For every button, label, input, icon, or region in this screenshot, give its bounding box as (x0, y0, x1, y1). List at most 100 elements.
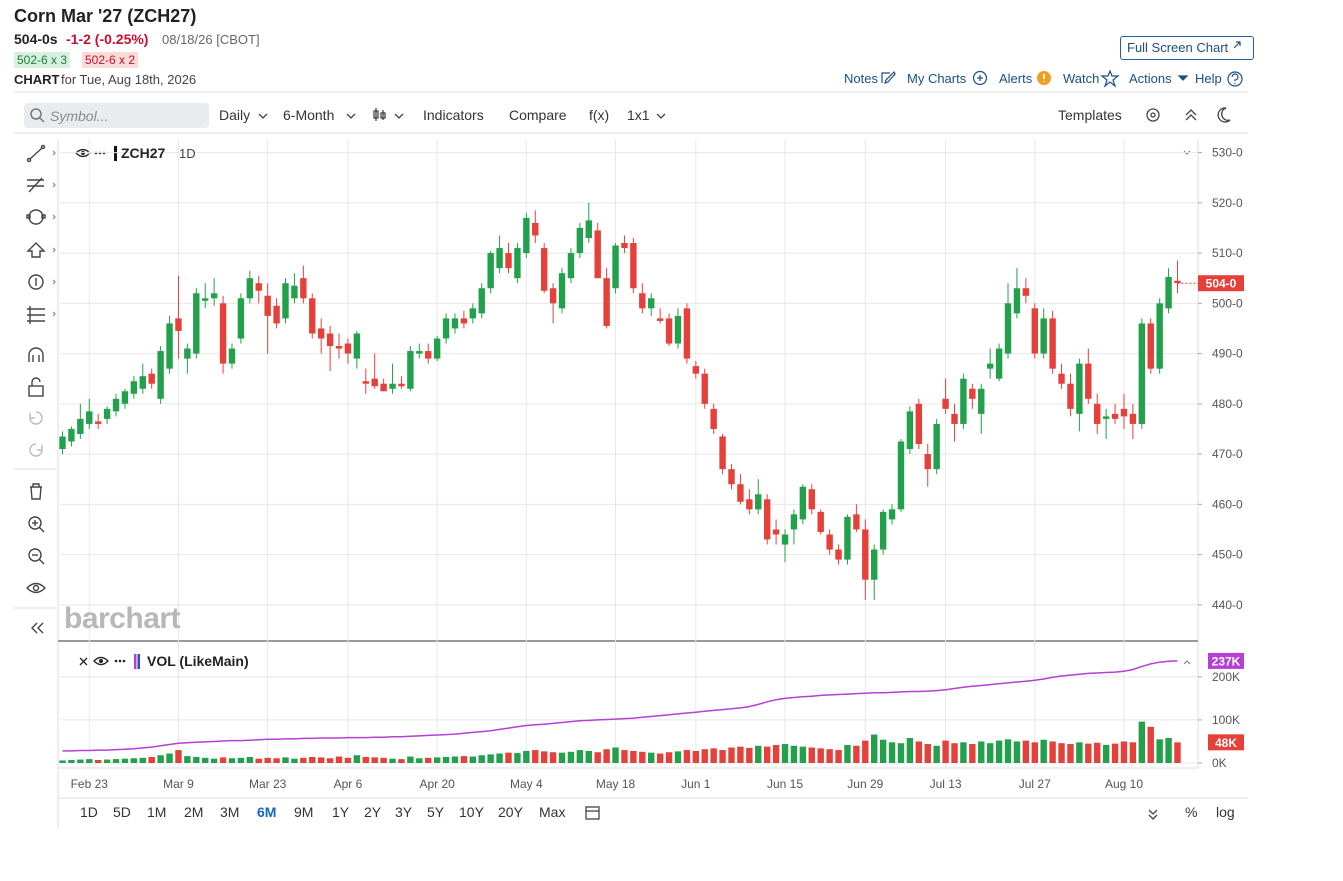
zoom-out[interactable] (28, 548, 45, 565)
volume-bar (978, 741, 985, 763)
candle-body (478, 288, 485, 314)
range-button[interactable]: 9M (294, 804, 314, 820)
volume-bar (630, 750, 637, 763)
range-button[interactable]: 10Y (459, 804, 484, 820)
range-button[interactable]: 5Y (427, 804, 445, 820)
candle-body (558, 273, 566, 309)
candle-body (86, 411, 93, 424)
volume-bar (737, 746, 744, 763)
volume-bar (986, 743, 994, 763)
scale-option[interactable]: log (1216, 804, 1235, 820)
expand-icon[interactable] (1148, 809, 1158, 820)
nav-link[interactable]: Watch (1063, 71, 1100, 86)
nav-link[interactable]: Actions (1129, 71, 1172, 86)
zoom-in[interactable] (28, 516, 45, 533)
volume-bar (549, 752, 557, 763)
range-button[interactable]: Max (539, 804, 566, 820)
search-box[interactable] (24, 103, 209, 128)
range-button[interactable]: 3M (220, 804, 240, 820)
candle-body (184, 348, 191, 359)
trend-tool[interactable] (26, 144, 46, 163)
range-button[interactable]: 2M (184, 804, 204, 820)
volume-legend-icons (79, 654, 1191, 669)
candle-body (264, 295, 271, 316)
volume-bar (603, 749, 610, 763)
volume-bar (228, 758, 236, 763)
mycharts-icon (972, 70, 988, 86)
toolbar-item[interactable]: Compare (509, 107, 567, 123)
range-button[interactable]: 6M (257, 804, 277, 820)
candle-body (871, 549, 878, 580)
candle-body (1174, 280, 1181, 284)
settings-icon[interactable] (1146, 108, 1160, 122)
fib-tool[interactable] (27, 177, 44, 193)
symbol-input[interactable]: Symbol... (50, 108, 109, 124)
undo[interactable] (29, 411, 43, 425)
toolbar-item[interactable]: Daily (219, 107, 251, 123)
scale-option[interactable]: % (1185, 804, 1198, 820)
count-tool[interactable] (28, 274, 44, 290)
redo[interactable] (29, 443, 43, 457)
magnet-tool[interactable] (28, 347, 44, 362)
collapse-icon[interactable] (1183, 660, 1191, 665)
volume-bar (808, 747, 815, 763)
fullscreen-icon (1233, 41, 1241, 49)
full-screen-button[interactable]: Full Screen Chart (1120, 36, 1254, 60)
shape-tool[interactable] (26, 209, 46, 225)
nav-link[interactable]: Alerts (999, 71, 1033, 86)
volume-bar (219, 757, 227, 763)
candle-body (380, 383, 387, 392)
visibility[interactable] (26, 582, 46, 594)
eye-icon[interactable] (93, 656, 109, 666)
lock-tool[interactable] (28, 377, 44, 397)
candle-body (505, 253, 512, 269)
toolbar-item[interactable]: f(x) (589, 107, 610, 123)
range-button[interactable]: 5D (113, 804, 131, 820)
toolbar-item[interactable]: Indicators (423, 107, 484, 123)
collapse-icon[interactable] (1183, 150, 1191, 155)
templates[interactable]: Templates (1058, 107, 1122, 123)
candle-body (897, 441, 905, 510)
range-button[interactable]: 20Y (498, 804, 523, 820)
volume-bar (567, 751, 575, 763)
collapse-toolbar[interactable] (1185, 109, 1197, 121)
volume-bar (683, 750, 691, 763)
candle-body (300, 278, 307, 299)
nav-link[interactable]: My Charts (907, 71, 967, 86)
volume-bar (86, 759, 93, 763)
range-button[interactable]: 3Y (395, 804, 413, 820)
measure-tool[interactable] (27, 306, 45, 324)
volume-bar (826, 749, 833, 763)
volume-bar (951, 743, 958, 763)
nav-link[interactable]: Help (1195, 71, 1222, 86)
candle-body (1076, 363, 1083, 414)
candle-body (683, 308, 691, 359)
close-icon[interactable] (79, 657, 88, 666)
arrow-tool[interactable] (26, 242, 46, 258)
calendar-icon[interactable] (585, 806, 600, 820)
timestamp: 08/18/26 [CBOT] (162, 32, 260, 47)
range-button[interactable]: 1M (147, 804, 167, 820)
candle-body (781, 534, 789, 545)
volume-bar (77, 759, 84, 763)
series-swatch (134, 654, 137, 669)
theme-icon[interactable] (1217, 107, 1231, 123)
range-button[interactable]: 1D (80, 804, 98, 820)
candle-body (469, 308, 477, 319)
toolbar-item[interactable]: 1x1 (627, 107, 650, 123)
range-button[interactable]: 1Y (332, 804, 350, 820)
nav-link[interactable]: Notes (844, 71, 878, 86)
toolbar-item[interactable]: 6-Month (283, 107, 335, 123)
eye-pupil (99, 659, 103, 663)
notes-icon (881, 70, 896, 84)
collapse[interactable] (31, 622, 44, 634)
volume-bar (371, 757, 378, 763)
volume-bar (532, 750, 539, 763)
volume-bar (1040, 739, 1047, 763)
volume-bar (656, 753, 664, 763)
range-button[interactable]: 2Y (364, 804, 382, 820)
chart-type-icon[interactable] (373, 108, 386, 121)
candle-body (549, 288, 557, 304)
more-icon[interactable] (114, 659, 126, 663)
delete[interactable] (30, 483, 42, 500)
